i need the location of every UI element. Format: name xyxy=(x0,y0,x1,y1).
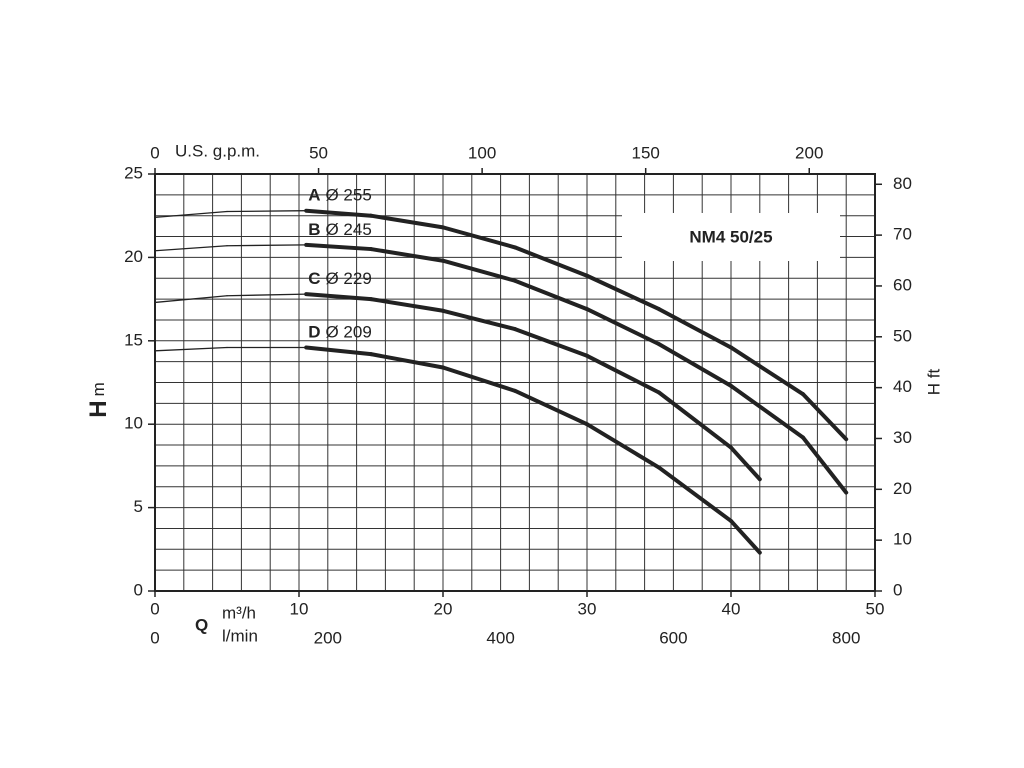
curve-segment xyxy=(513,388,589,427)
x-axis-unit2: l/min xyxy=(222,626,258,645)
y2-tick-label: 20 xyxy=(893,479,912,498)
x2-tick-label: 200 xyxy=(795,143,823,162)
curve-diameter: Ø 229 xyxy=(325,270,371,289)
y-tick-label: 25 xyxy=(124,163,143,182)
curve-segment xyxy=(657,390,733,450)
curve-segment xyxy=(441,225,517,250)
curve-segment xyxy=(226,210,307,213)
curve-segment xyxy=(441,365,517,393)
curve-segment xyxy=(154,295,228,304)
y2-tick-label: 30 xyxy=(893,428,912,447)
curve-segment xyxy=(513,327,589,358)
y-tick-label: 20 xyxy=(124,247,143,266)
y2-tick-label: 50 xyxy=(893,326,912,345)
x3-tick-label: 600 xyxy=(659,628,687,647)
curve-segment xyxy=(729,383,805,440)
curve-segment xyxy=(369,297,445,313)
curve-segment xyxy=(729,345,805,397)
x-axis-symbol: Q xyxy=(195,615,208,634)
curve-segment xyxy=(154,346,228,352)
x-tick-label: 20 xyxy=(434,599,453,618)
curve-segment xyxy=(226,244,307,247)
curve-name: B xyxy=(308,220,320,239)
curve-segment xyxy=(801,435,849,495)
x3-tick-label: 200 xyxy=(314,628,342,647)
x2-tick-label: 150 xyxy=(631,143,659,162)
curve-segment xyxy=(585,273,661,312)
title-box xyxy=(622,213,840,261)
curve-segment xyxy=(801,392,849,442)
curve-diameter: Ø 209 xyxy=(325,323,371,342)
curve-segment xyxy=(585,422,661,470)
plot-frame xyxy=(154,173,876,592)
curve-segment xyxy=(369,352,445,370)
curve-label: D Ø 209 xyxy=(308,323,372,342)
curve-segment xyxy=(304,242,373,252)
curve-segment xyxy=(657,307,733,350)
curve-name: A xyxy=(308,186,320,205)
curve-label: C Ø 229 xyxy=(308,270,372,289)
curve-segment xyxy=(585,307,661,347)
curve-segment xyxy=(513,245,589,278)
curve-label: B Ø 245 xyxy=(308,220,372,239)
curve-segment xyxy=(585,353,661,395)
x2-tick-label: 50 xyxy=(309,143,328,162)
curve-diameter: Ø 245 xyxy=(325,220,371,239)
y2-tick-label: 80 xyxy=(893,174,912,193)
curve-segment xyxy=(304,345,373,357)
curve-segment xyxy=(513,278,589,312)
y-axis-symbol: H xyxy=(85,400,112,417)
curve-segment xyxy=(729,518,762,555)
y-tick-label: 5 xyxy=(134,497,143,516)
curve-segment xyxy=(226,293,307,297)
x3-tick-label: 0 xyxy=(150,628,159,647)
x-tick-label: 10 xyxy=(290,599,309,618)
curve-name: C xyxy=(308,270,320,289)
y-axis-label: Hm xyxy=(85,382,112,418)
x-axis-unit: m³/h xyxy=(222,603,256,622)
curve-segment xyxy=(657,465,733,523)
curve-label: A Ø 255 xyxy=(308,186,372,205)
y-tick-label: 0 xyxy=(134,580,143,599)
curve-segment xyxy=(657,342,733,388)
y2-tick-label: 0 xyxy=(893,580,902,599)
x2-tick-label: 100 xyxy=(468,143,496,162)
curve-segment xyxy=(154,210,228,219)
curve-segment xyxy=(154,245,228,252)
y-tick-label: 15 xyxy=(124,330,143,349)
y2-tick-label: 60 xyxy=(893,275,912,294)
curve-name: D xyxy=(308,323,320,342)
y-tick-label: 10 xyxy=(124,414,143,433)
curve-segment xyxy=(369,247,445,263)
curve-segment xyxy=(729,445,762,482)
y2-axis-label: H ft xyxy=(924,369,943,396)
x2-tick-label: 0 xyxy=(150,143,159,162)
x-tick-label: 50 xyxy=(866,599,885,618)
curve-diameter: Ø 255 xyxy=(325,186,371,205)
curve-segment xyxy=(369,213,445,230)
y-axis-unit: m xyxy=(89,382,108,396)
y2-tick-label: 40 xyxy=(893,377,912,396)
curve-segment xyxy=(304,292,373,302)
chart-title: NM4 50/25 xyxy=(689,227,772,246)
x3-tick-label: 400 xyxy=(486,628,514,647)
y2-tick-label: 70 xyxy=(893,225,912,244)
x-tick-label: 30 xyxy=(578,599,597,618)
curve-segment xyxy=(441,258,517,283)
y2-tick-label: 10 xyxy=(893,530,912,549)
x2-axis-label: U.S. g.p.m. xyxy=(175,141,260,160)
x3-tick-label: 800 xyxy=(832,628,860,647)
x-tick-label: 40 xyxy=(722,599,741,618)
curve-segment xyxy=(441,308,517,332)
x-tick-label: 0 xyxy=(150,599,159,618)
curve-segment xyxy=(304,208,373,218)
